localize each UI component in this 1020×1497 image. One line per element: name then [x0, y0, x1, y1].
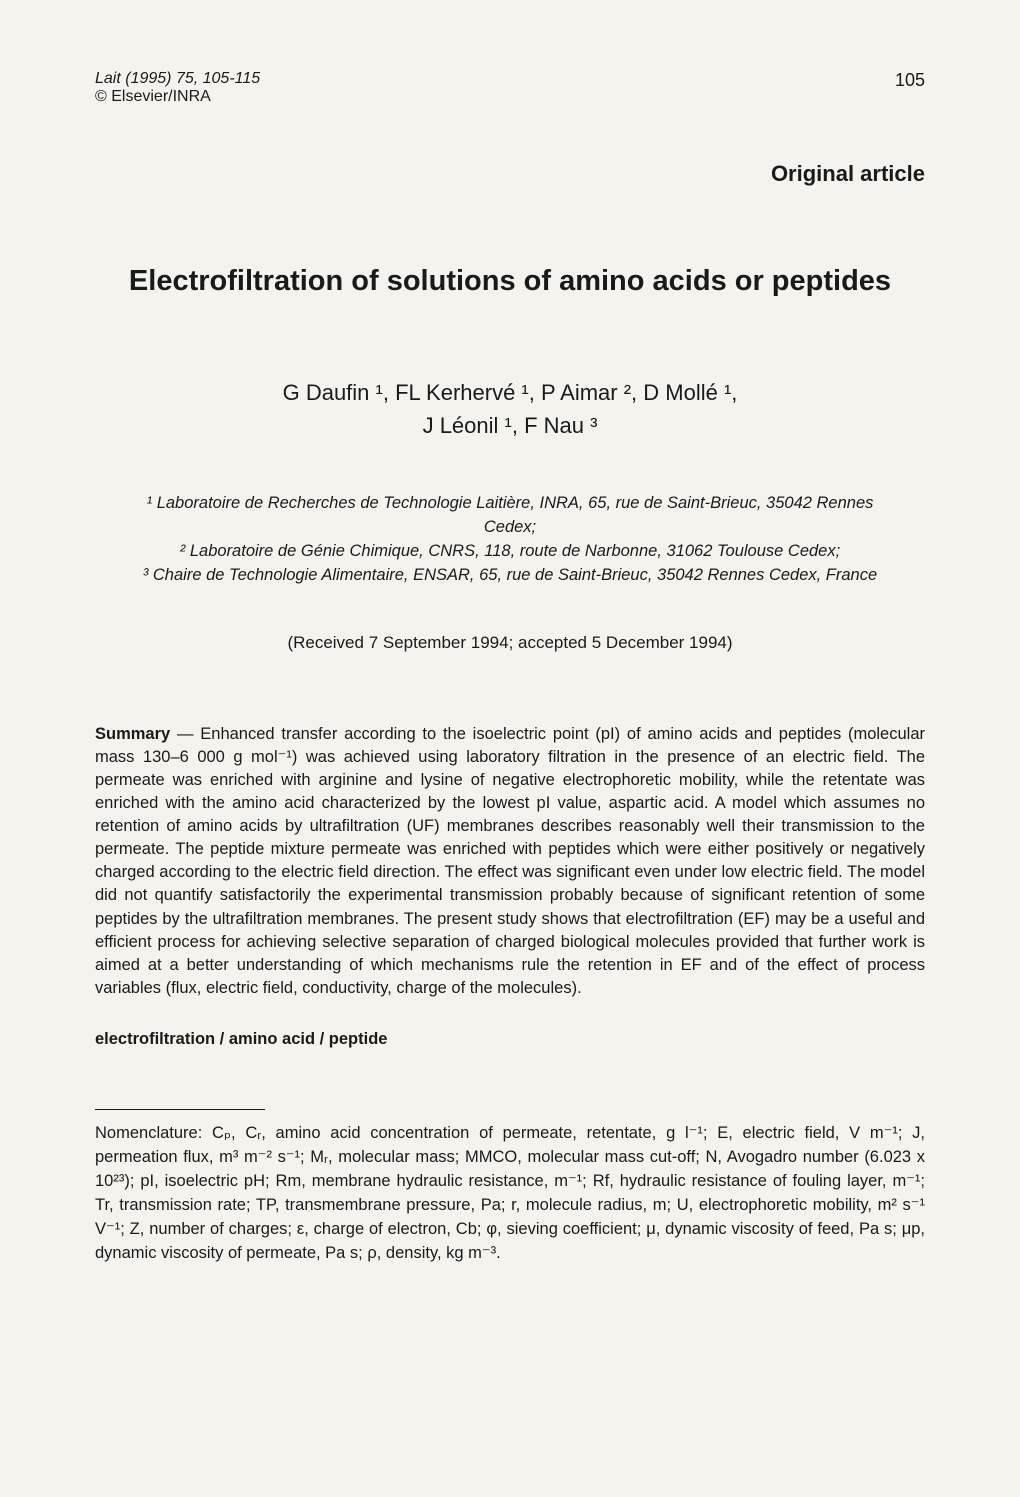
page-header: Lait (1995) 75, 105-115 © Elsevier/INRA …	[95, 70, 925, 106]
affiliation-1: ¹ Laboratoire de Recherches de Technolog…	[135, 492, 885, 540]
summary-paragraph: Summary — Enhanced transfer according to…	[95, 723, 925, 1000]
copyright-line: © Elsevier/INRA	[95, 88, 260, 106]
affiliations-block: ¹ Laboratoire de Recherches de Technolog…	[95, 492, 925, 588]
affiliation-2: ² Laboratoire de Génie Chimique, CNRS, 1…	[135, 540, 885, 564]
journal-citation: Lait (1995) 75, 105-115	[95, 70, 260, 88]
authors-line-1: G Daufin ¹, FL Kerhervé ¹, P Aimar ², D …	[95, 376, 925, 409]
affiliation-3: ³ Chaire de Technologie Alimentaire, ENS…	[135, 564, 885, 588]
nomenclature: Nomenclature: Cₚ, Cᵣ, amino acid concent…	[95, 1122, 925, 1266]
footnote-divider	[95, 1109, 265, 1110]
page-number: 105	[895, 70, 925, 91]
article-type: Original article	[95, 161, 925, 187]
authors-line-2: J Léonil ¹, F Nau ³	[95, 409, 925, 442]
article-title: Electrofiltration of solutions of amino …	[95, 262, 925, 301]
authors-block: G Daufin ¹, FL Kerhervé ¹, P Aimar ², D …	[95, 376, 925, 442]
keywords: electrofiltration / amino acid / peptide	[95, 1030, 925, 1049]
summary-label: Summary	[95, 725, 170, 743]
summary-text: — Enhanced transfer according to the iso…	[95, 725, 925, 997]
submission-dates: (Received 7 September 1994; accepted 5 D…	[95, 633, 925, 653]
journal-reference: Lait (1995) 75, 105-115 © Elsevier/INRA	[95, 70, 260, 106]
